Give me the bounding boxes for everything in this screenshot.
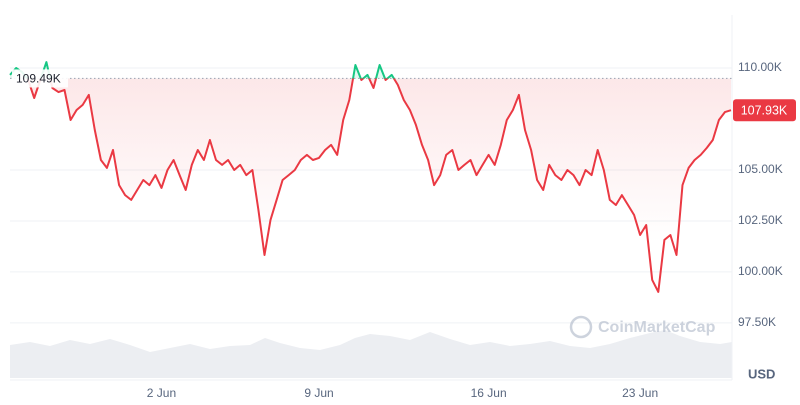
watermark: CoinMarketCap: [569, 315, 716, 339]
baseline-label-bg: [12, 69, 68, 88]
currency-label: USD: [748, 366, 775, 381]
last-price-badge: [733, 99, 796, 122]
y-tick-label: 100.00K: [738, 264, 783, 278]
y-tick-label: 97.50K: [738, 315, 776, 329]
price-line: [9, 61, 732, 293]
y-tick-label: 110.00K: [738, 60, 782, 74]
baseline-label: 109.49K: [16, 72, 61, 86]
x-tick-label: 23 Jun: [622, 386, 658, 400]
y-tick-label: 102.50K: [738, 213, 783, 227]
x-tick-label: 9 Jun: [304, 386, 333, 400]
last-price-label: 107.93K: [741, 104, 788, 118]
volume-area: [10, 330, 732, 378]
price-area: [10, 62, 731, 292]
x-tick-label: 16 Jun: [471, 386, 507, 400]
watermark-logo: [569, 315, 593, 339]
watermark-text: CoinMarketCap: [598, 319, 716, 336]
y-tick-label: 105.00K: [738, 162, 783, 176]
x-tick-label: 2 Jun: [147, 386, 176, 400]
